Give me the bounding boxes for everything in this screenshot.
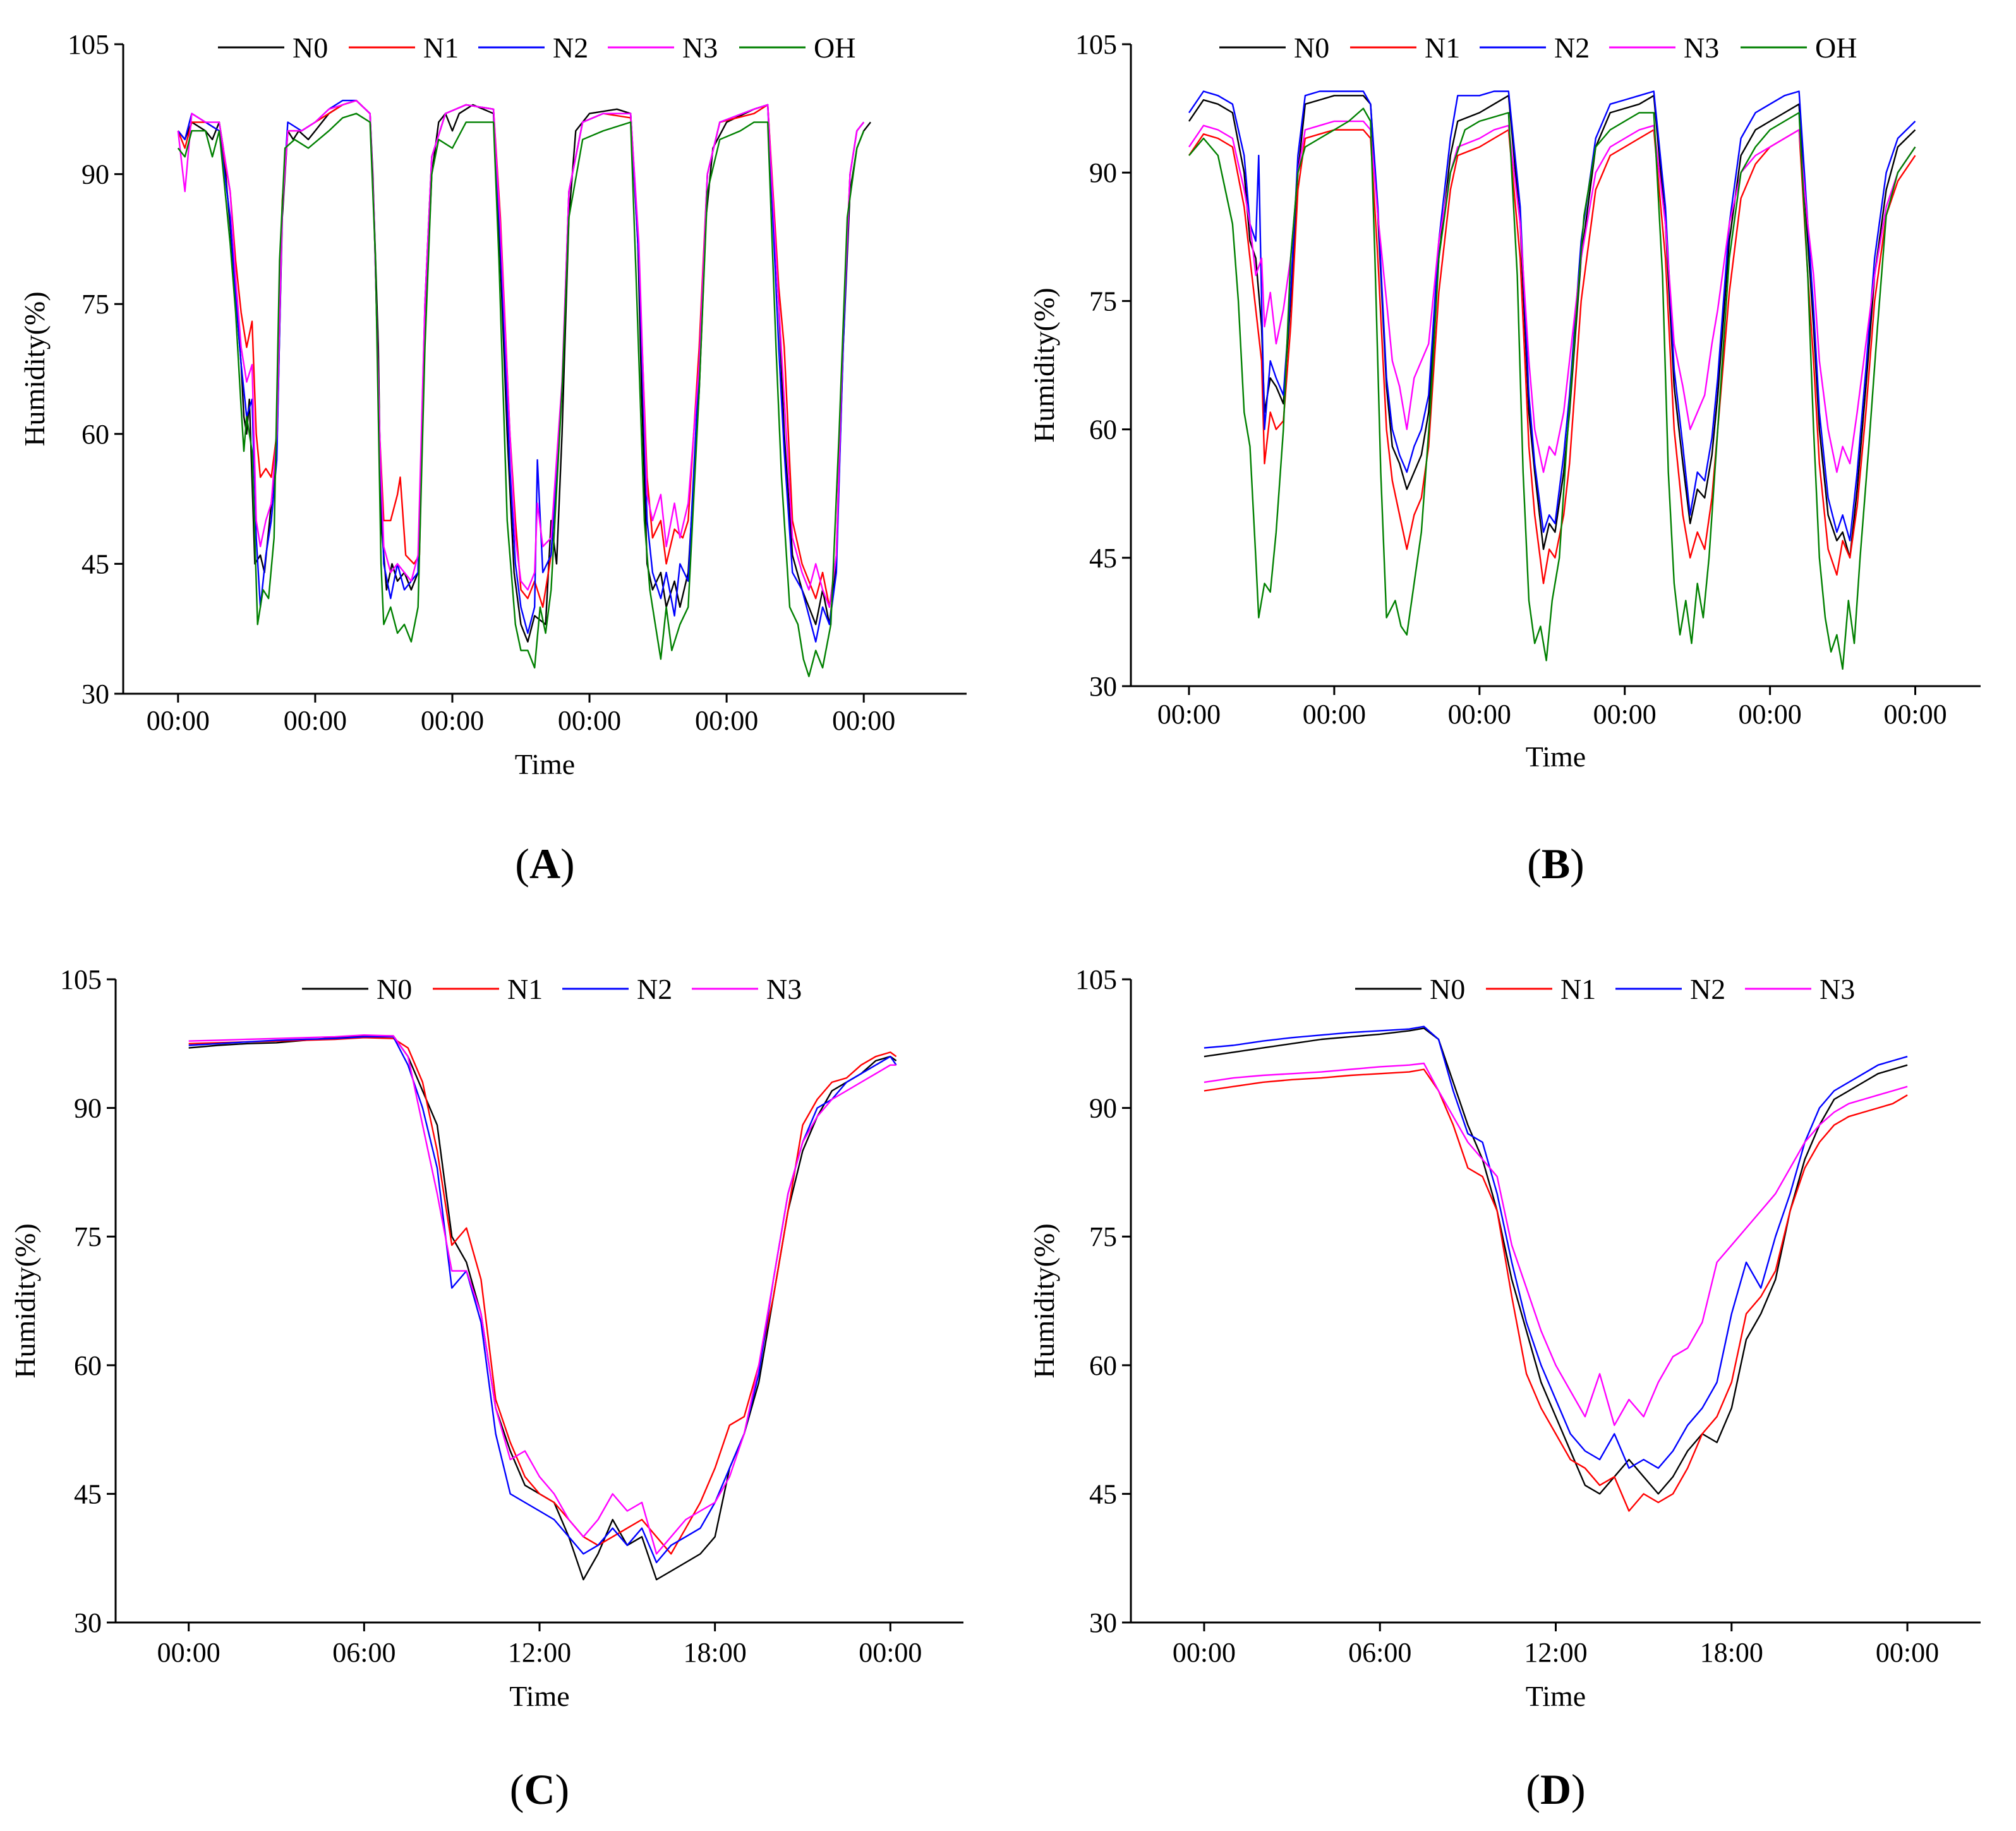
legend-label-n0: N0 xyxy=(293,32,328,64)
x-tick-label: 00:00 xyxy=(1157,699,1221,730)
y-tick-label: 30 xyxy=(74,1607,102,1638)
panel-label-b: (B) xyxy=(1527,840,1584,888)
y-tick-label: 60 xyxy=(81,419,109,450)
x-axis-title: Time xyxy=(1526,740,1586,773)
panel-b: 30 45 60 75 90 105 00:00 00:00 00:00 00:00 00:00 00… xyxy=(1028,29,1981,888)
y-tick-label: 45 xyxy=(1089,543,1117,574)
x-tick-label: 00:00 xyxy=(147,705,210,736)
legend-label-n1: N1 xyxy=(1425,32,1460,64)
legend-label-n3: N3 xyxy=(766,973,802,1005)
x-tick-label: 00:00 xyxy=(832,705,895,736)
legend-label-n3: N3 xyxy=(1684,32,1719,64)
chart-panels: 30 45 60 75 90 105 00:00 00:00 00:00 00:00 00:00 00… xyxy=(9,29,1981,1813)
y-tick-label: 30 xyxy=(81,679,109,710)
y-tick-label: 45 xyxy=(81,548,109,579)
y-axis-title: Humidity(%) xyxy=(9,1223,41,1378)
legend-label-n0: N0 xyxy=(377,973,412,1005)
x-tick-label: 12:00 xyxy=(508,1637,571,1668)
legend: N0 N1 N2 N3 OH xyxy=(1219,32,1857,64)
x-tick-label: 00:00 xyxy=(1593,699,1657,730)
y-axis-title: Humidity(%) xyxy=(18,291,51,446)
x-axis-title: Time xyxy=(515,748,575,780)
y-axis-title: Humidity(%) xyxy=(1028,1223,1060,1378)
legend: N0 N1 N2 N3 xyxy=(302,973,802,1005)
y-tick-label: 105 xyxy=(68,29,109,60)
x-tick-label: 00:00 xyxy=(1303,699,1366,730)
series-line-n1 xyxy=(1204,1068,1908,1512)
x-tick-label: 00:00 xyxy=(1173,1637,1236,1668)
x-tick-label: 06:00 xyxy=(332,1637,395,1668)
x-tick-label: 06:00 xyxy=(1348,1637,1411,1668)
legend: N0 N1 N2 N3 xyxy=(1355,973,1855,1005)
y-tick-label: 75 xyxy=(74,1221,102,1252)
legend-label-oh: OH xyxy=(814,32,855,64)
legend-label-n3: N3 xyxy=(682,32,718,64)
y-tick-label: 90 xyxy=(1089,157,1117,188)
legend: N0 N1 N2 N3 OH xyxy=(218,32,855,64)
series-line-n0 xyxy=(1204,1027,1908,1495)
x-tick-label: 00:00 xyxy=(695,705,758,736)
x-tick-label: 00:00 xyxy=(558,705,621,736)
legend-label-n2: N2 xyxy=(1554,32,1590,64)
legend-label-n0: N0 xyxy=(1294,32,1329,64)
legend-label-n1: N1 xyxy=(507,973,543,1005)
y-tick-label: 90 xyxy=(74,1093,102,1124)
x-tick-label: 00:00 xyxy=(1739,699,1802,730)
y-tick-label: 105 xyxy=(1075,964,1117,995)
series-line-n2 xyxy=(177,99,865,643)
legend-label-n0: N0 xyxy=(1430,973,1465,1005)
series-line-oh xyxy=(177,112,865,677)
y-tick-label: 75 xyxy=(81,289,109,320)
y-axis-title: Humidity(%) xyxy=(1028,287,1060,442)
x-axis-title: Time xyxy=(1526,1680,1586,1712)
panel-d: 30 45 60 75 90 105 00:00 06:00 12:00 18:00 00:00 Ti… xyxy=(1028,964,1981,1813)
legend-label-n2: N2 xyxy=(1690,973,1725,1005)
y-tick-label: 75 xyxy=(1089,1221,1117,1252)
panel-a: 30 45 60 75 90 105 00:00 00:00 00:00 00:00 00:00 00… xyxy=(18,29,967,888)
legend-label-oh: OH xyxy=(1815,32,1857,64)
series-line-n3 xyxy=(188,1034,896,1555)
y-tick-label: 105 xyxy=(1075,29,1117,60)
legend-label-n2: N2 xyxy=(637,973,672,1005)
x-tick-label: 12:00 xyxy=(1524,1637,1587,1668)
y-tick-label: 90 xyxy=(81,159,109,190)
legend-label-n2: N2 xyxy=(553,32,588,64)
y-tick-label: 60 xyxy=(1089,414,1117,445)
y-tick-label: 90 xyxy=(1089,1093,1117,1124)
legend-label-n1: N1 xyxy=(423,32,459,64)
x-tick-label: 00:00 xyxy=(859,1637,922,1668)
x-tick-label: 00:00 xyxy=(1876,1637,1939,1668)
y-tick-label: 45 xyxy=(1089,1478,1117,1509)
legend-label-n1: N1 xyxy=(1560,973,1596,1005)
x-tick-label: 00:00 xyxy=(421,705,484,736)
panel-c: 30 45 60 75 90 105 00:00 06:00 12:00 18:00 00:00 Ti… xyxy=(9,964,963,1813)
y-tick-label: 45 xyxy=(74,1478,102,1509)
series-line-n3 xyxy=(177,99,865,608)
x-axis-title: Time xyxy=(509,1680,569,1712)
series-line-n3 xyxy=(1204,1062,1908,1426)
x-tick-label: 18:00 xyxy=(1700,1637,1763,1668)
x-tick-label: 00:00 xyxy=(284,705,347,736)
x-tick-label: 00:00 xyxy=(1448,699,1511,730)
panel-label-a: (A) xyxy=(515,840,574,888)
y-tick-label: 75 xyxy=(1089,286,1117,317)
x-tick-label: 18:00 xyxy=(684,1637,747,1668)
x-tick-label: 00:00 xyxy=(1883,699,1947,730)
x-tick-label: 00:00 xyxy=(157,1637,220,1668)
y-tick-label: 60 xyxy=(1089,1350,1117,1381)
y-tick-label: 30 xyxy=(1089,1607,1117,1638)
series-line-oh xyxy=(1188,107,1916,670)
legend-label-n3: N3 xyxy=(1820,973,1855,1005)
y-tick-label: 30 xyxy=(1089,671,1117,702)
y-tick-label: 60 xyxy=(74,1350,102,1381)
y-tick-label: 105 xyxy=(60,964,102,995)
series-line-n2 xyxy=(1204,1025,1908,1469)
panel-label-c: (C) xyxy=(510,1765,569,1813)
panel-label-d: (D) xyxy=(1526,1765,1585,1813)
